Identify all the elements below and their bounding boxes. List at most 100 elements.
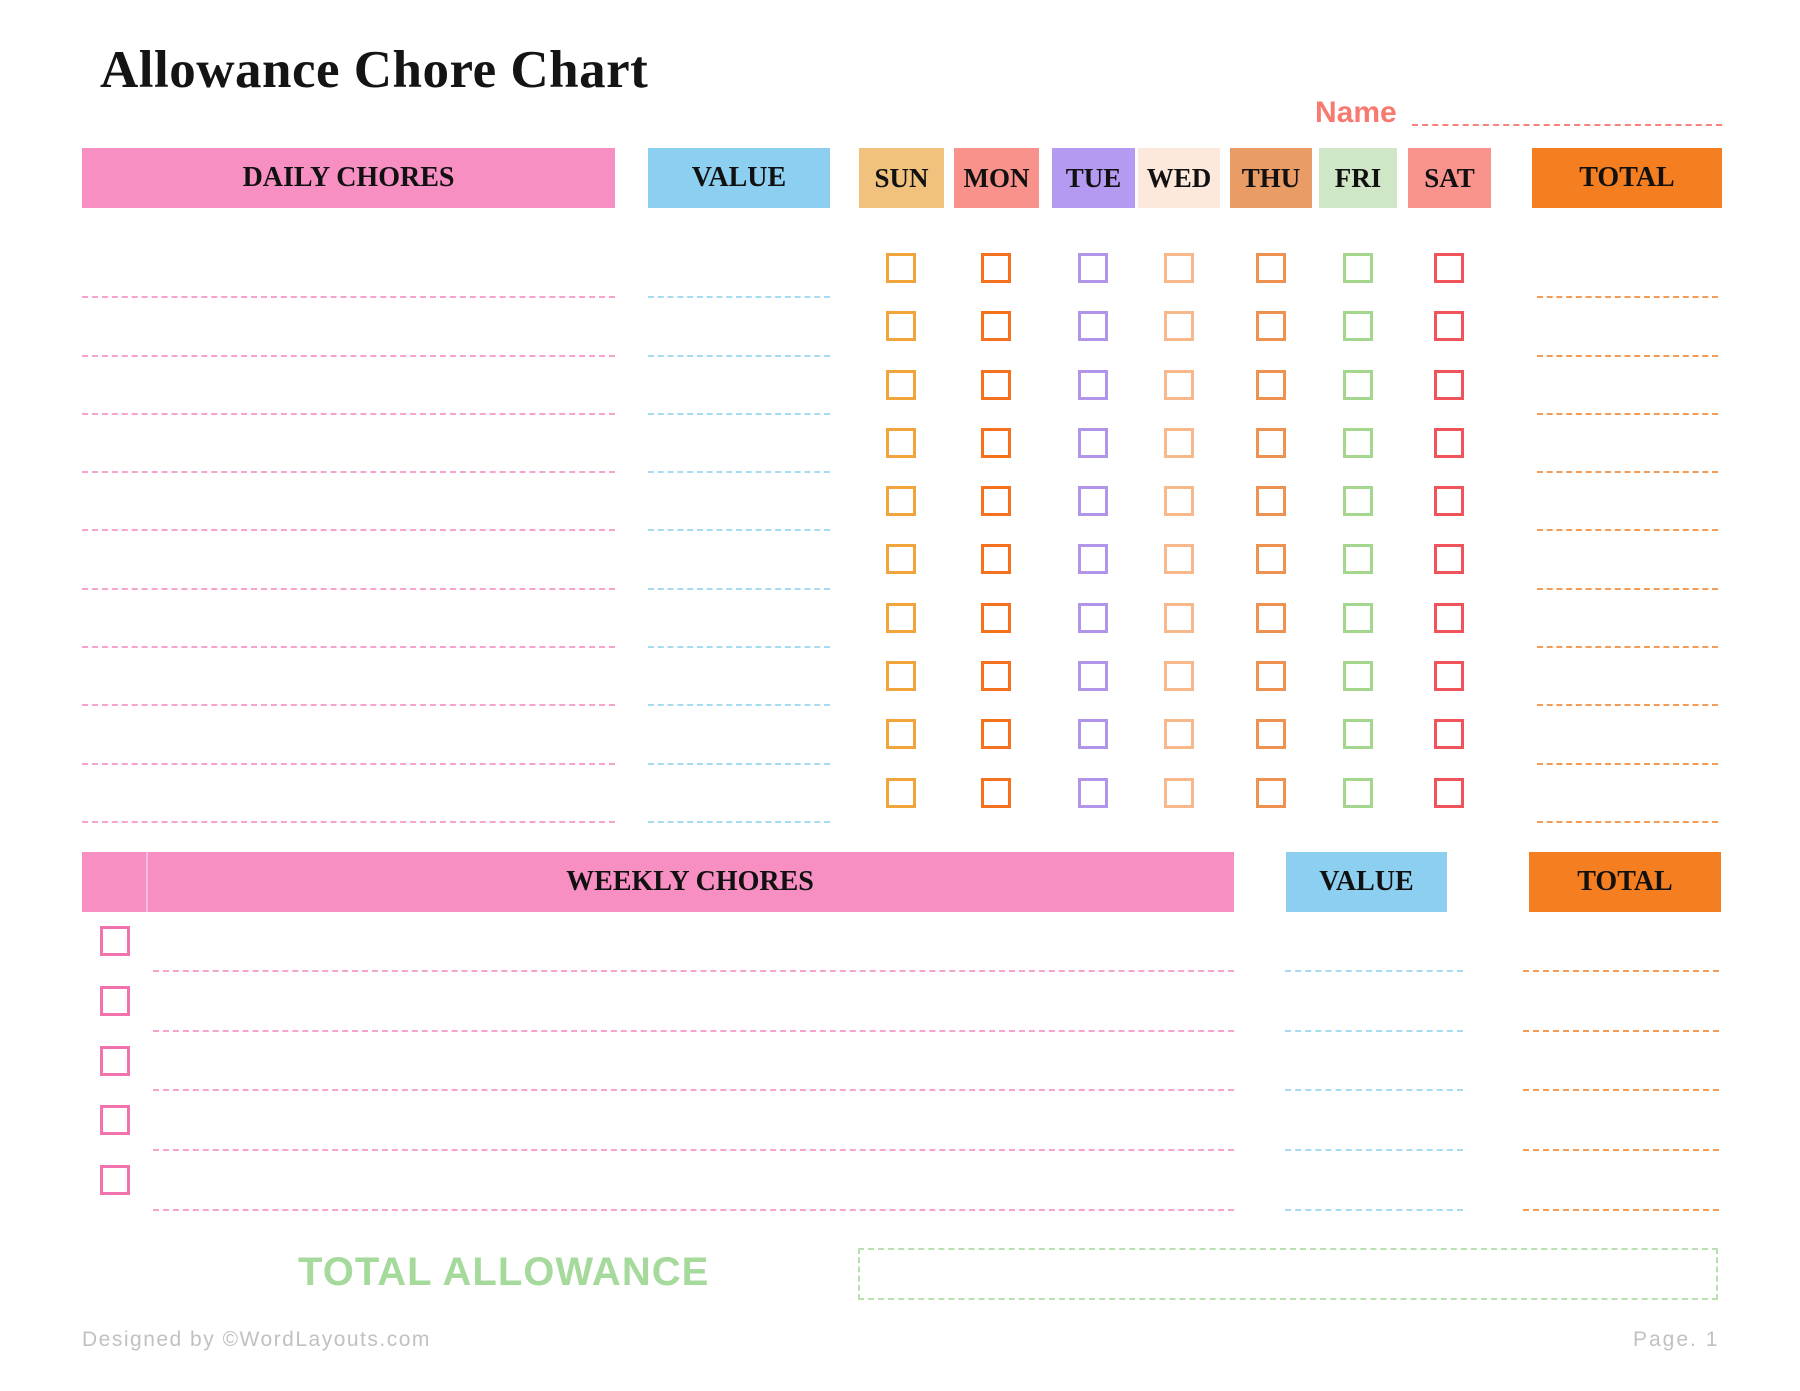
chore-value-field[interactable]	[648, 820, 830, 823]
chore-value-field[interactable]	[648, 646, 830, 649]
weekly-total-field[interactable]	[1523, 1029, 1719, 1032]
checkbox-wed[interactable]	[1164, 427, 1194, 458]
checkbox-thu[interactable]	[1256, 486, 1286, 517]
weekly-chore-name-field[interactable]	[153, 1029, 1234, 1032]
checkbox-sat[interactable]	[1434, 253, 1464, 283]
chore-total-field[interactable]	[1537, 646, 1718, 649]
checkbox-thu[interactable]	[1256, 719, 1286, 750]
checkbox-mon[interactable]	[981, 427, 1011, 458]
checkbox-thu[interactable]	[1256, 311, 1286, 342]
checkbox-wed[interactable]	[1164, 777, 1194, 808]
weekly-total-field[interactable]	[1523, 1208, 1719, 1211]
checkbox-mon[interactable]	[981, 777, 1011, 808]
weekly-value-field[interactable]	[1285, 1029, 1463, 1032]
checkbox-weekly[interactable]	[100, 926, 130, 956]
chore-name-field[interactable]	[82, 762, 615, 765]
checkbox-sun[interactable]	[886, 602, 916, 633]
checkbox-wed[interactable]	[1164, 719, 1194, 750]
checkbox-fri[interactable]	[1343, 369, 1373, 400]
weekly-total-field[interactable]	[1523, 969, 1719, 972]
chore-name-field[interactable]	[82, 704, 615, 707]
weekly-total-field[interactable]	[1523, 1149, 1719, 1152]
checkbox-mon[interactable]	[981, 311, 1011, 342]
checkbox-mon[interactable]	[981, 661, 1011, 692]
chore-value-field[interactable]	[648, 529, 830, 532]
checkbox-sat[interactable]	[1434, 486, 1464, 517]
checkbox-fri[interactable]	[1343, 544, 1373, 575]
chore-name-field[interactable]	[82, 354, 615, 357]
checkbox-fri[interactable]	[1343, 719, 1373, 750]
chore-value-field[interactable]	[648, 354, 830, 357]
checkbox-fri[interactable]	[1343, 427, 1373, 458]
weekly-value-field[interactable]	[1285, 1089, 1463, 1092]
chore-value-field[interactable]	[648, 704, 830, 707]
checkbox-fri[interactable]	[1343, 602, 1373, 633]
weekly-chore-name-field[interactable]	[153, 969, 1234, 972]
checkbox-tue[interactable]	[1078, 777, 1108, 808]
checkbox-weekly[interactable]	[100, 1045, 130, 1076]
name-input-line[interactable]	[1412, 99, 1722, 126]
chore-total-field[interactable]	[1537, 412, 1718, 415]
checkbox-mon[interactable]	[981, 486, 1011, 517]
weekly-chore-name-field[interactable]	[153, 1149, 1234, 1152]
checkbox-sun[interactable]	[886, 777, 916, 808]
chore-name-field[interactable]	[82, 646, 615, 649]
chore-value-field[interactable]	[648, 412, 830, 415]
checkbox-thu[interactable]	[1256, 777, 1286, 808]
checkbox-sat[interactable]	[1434, 602, 1464, 633]
chore-name-field[interactable]	[82, 296, 615, 299]
checkbox-sat[interactable]	[1434, 719, 1464, 750]
chore-total-field[interactable]	[1537, 529, 1718, 532]
weekly-value-field[interactable]	[1285, 1149, 1463, 1152]
chore-name-field[interactable]	[82, 471, 615, 474]
checkbox-sun[interactable]	[886, 661, 916, 692]
checkbox-fri[interactable]	[1343, 777, 1373, 808]
chore-total-field[interactable]	[1537, 471, 1718, 474]
checkbox-sun[interactable]	[886, 311, 916, 342]
checkbox-tue[interactable]	[1078, 544, 1108, 575]
chore-value-field[interactable]	[648, 471, 830, 474]
chore-value-field[interactable]	[648, 296, 830, 299]
total-allowance-input[interactable]	[858, 1248, 1718, 1300]
checkbox-fri[interactable]	[1343, 253, 1373, 283]
checkbox-sun[interactable]	[886, 719, 916, 750]
checkbox-fri[interactable]	[1343, 311, 1373, 342]
checkbox-mon[interactable]	[981, 602, 1011, 633]
checkbox-tue[interactable]	[1078, 719, 1108, 750]
checkbox-wed[interactable]	[1164, 311, 1194, 342]
checkbox-sat[interactable]	[1434, 777, 1464, 808]
checkbox-thu[interactable]	[1256, 602, 1286, 633]
checkbox-wed[interactable]	[1164, 486, 1194, 517]
checkbox-weekly[interactable]	[100, 1105, 130, 1136]
checkbox-tue[interactable]	[1078, 661, 1108, 692]
checkbox-tue[interactable]	[1078, 602, 1108, 633]
chore-name-field[interactable]	[82, 820, 615, 823]
checkbox-wed[interactable]	[1164, 661, 1194, 692]
checkbox-mon[interactable]	[981, 369, 1011, 400]
chore-name-field[interactable]	[82, 412, 615, 415]
checkbox-tue[interactable]	[1078, 427, 1108, 458]
checkbox-thu[interactable]	[1256, 253, 1286, 283]
checkbox-sun[interactable]	[886, 253, 916, 283]
chore-name-field[interactable]	[82, 529, 615, 532]
checkbox-wed[interactable]	[1164, 544, 1194, 575]
checkbox-sat[interactable]	[1434, 661, 1464, 692]
checkbox-weekly[interactable]	[100, 1165, 130, 1196]
checkbox-mon[interactable]	[981, 253, 1011, 283]
checkbox-wed[interactable]	[1164, 369, 1194, 400]
checkbox-sat[interactable]	[1434, 311, 1464, 342]
checkbox-wed[interactable]	[1164, 253, 1194, 283]
checkbox-sun[interactable]	[886, 369, 916, 400]
checkbox-sun[interactable]	[886, 427, 916, 458]
chore-total-field[interactable]	[1537, 820, 1718, 823]
checkbox-sat[interactable]	[1434, 544, 1464, 575]
checkbox-fri[interactable]	[1343, 661, 1373, 692]
checkbox-wed[interactable]	[1164, 602, 1194, 633]
checkbox-sat[interactable]	[1434, 369, 1464, 400]
weekly-chore-name-field[interactable]	[153, 1089, 1234, 1092]
checkbox-sat[interactable]	[1434, 427, 1464, 458]
checkbox-thu[interactable]	[1256, 544, 1286, 575]
weekly-value-field[interactable]	[1285, 969, 1463, 972]
weekly-chore-name-field[interactable]	[153, 1208, 1234, 1211]
chore-value-field[interactable]	[648, 587, 830, 590]
